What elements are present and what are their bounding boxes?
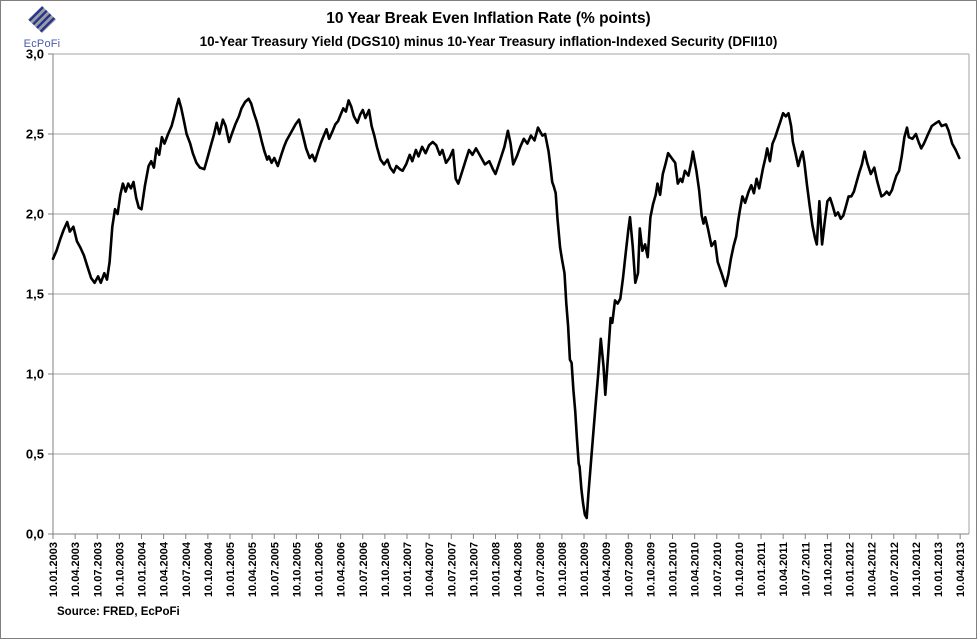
x-axis-label: 10.01.2003 <box>48 542 60 597</box>
x-axis-label: 10.01.2008 <box>491 542 503 597</box>
chart-title: 10 Year Break Even Inflation Rate (% poi… <box>326 10 651 27</box>
x-axis-label: 10.04.2012 <box>867 542 879 597</box>
ecpofi-logo: EcPoFi <box>17 5 67 50</box>
logo-text: EcPoFi <box>23 38 61 50</box>
x-axis-label: 10.10.2005 <box>291 542 303 597</box>
x-axis-label: 10.01.2010 <box>668 542 680 597</box>
x-axis-label: 10.07.2008 <box>535 542 547 597</box>
x-axis-label: 10.04.2005 <box>247 542 259 597</box>
x-axis-label: 10.04.2007 <box>424 542 436 597</box>
x-axis-label: 10.01.2005 <box>225 542 237 597</box>
chart-subtitle: 10-Year Treasury Yield (DGS10) minus 10-… <box>199 34 778 49</box>
x-axis-label: 10.04.2010 <box>690 542 702 597</box>
x-axis-label: 10.01.2006 <box>314 542 326 597</box>
x-axis-label: 10.10.2011 <box>822 542 834 596</box>
ecpofi-diamond-icon <box>28 6 56 33</box>
x-axis-label: 10.10.2004 <box>203 541 215 597</box>
y-axis-label: 2,5 <box>26 127 44 142</box>
x-axis-label: 10.04.2006 <box>336 542 348 597</box>
x-axis-label: 10.10.2008 <box>557 542 569 597</box>
breakeven-series-line <box>51 97 961 520</box>
x-axis-label: 10.10.2009 <box>645 542 657 597</box>
x-axis-label: 10.10.2003 <box>114 542 126 597</box>
x-axis-label: 10.07.2003 <box>92 542 104 597</box>
x-axis-label: 10.07.2010 <box>712 542 724 597</box>
x-axis-label: 10.04.2004 <box>159 541 171 597</box>
y-axis-label: 0,0 <box>26 527 44 542</box>
x-axis-label: 10.04.2003 <box>70 542 82 597</box>
x-axis-label: 10.10.2010 <box>734 542 746 597</box>
x-axis-label: 10.07.2006 <box>358 542 370 597</box>
x-axis-label: 10.04.2013 <box>955 542 967 597</box>
y-axis-label: 3,0 <box>26 47 44 62</box>
x-axis-label: 10.07.2009 <box>623 542 635 597</box>
x-axis-label: 10.01.2011 <box>756 542 768 596</box>
x-axis-label: 10.01.2004 <box>137 541 149 597</box>
x-axis-label: 10.01.2009 <box>579 542 591 597</box>
y-axis-label: 1,5 <box>26 287 44 302</box>
x-axis-label: 10.07.2011 <box>800 542 812 596</box>
y-axis-label: 2,0 <box>26 207 44 222</box>
source-note: Source: FRED, EcPoFi <box>57 606 180 618</box>
x-axis-label: 10.04.2009 <box>601 542 613 597</box>
x-axis-label: 10.07.2005 <box>269 542 281 597</box>
x-axis-label: 10.01.2012 <box>845 542 857 597</box>
x-axis-label: 10.01.2007 <box>402 542 414 597</box>
x-axis-label: 10.07.2012 <box>889 542 901 597</box>
x-axis-label: 10.01.2013 <box>933 542 945 597</box>
x-axis-label: 10.04.2008 <box>513 542 525 597</box>
x-axis-label: 10.10.2007 <box>468 542 480 597</box>
x-axis-label: 10.04.2011 <box>778 542 790 596</box>
y-axis-label: 1,0 <box>26 367 44 382</box>
x-axis-label: 10.07.2004 <box>181 541 193 597</box>
x-axis-label: 10.10.2012 <box>911 542 923 597</box>
x-axis-label: 10.10.2006 <box>380 542 392 597</box>
x-axis-label: 10.07.2007 <box>446 542 458 597</box>
y-axis-label: 0,5 <box>26 447 44 462</box>
